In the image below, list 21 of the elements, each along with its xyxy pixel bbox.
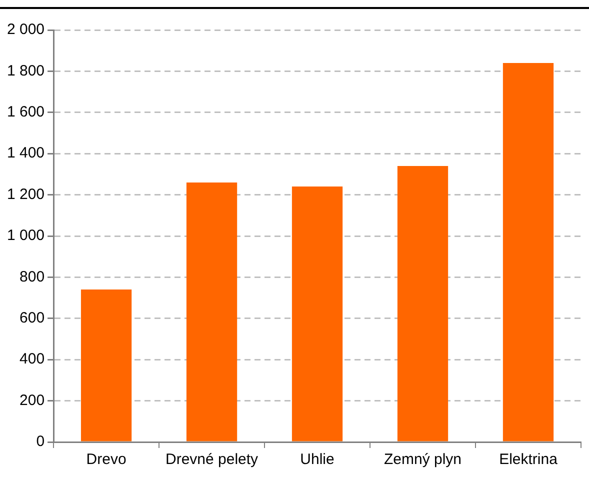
y-tick-label: 200 — [20, 392, 45, 409]
y-tick-label: 0 — [36, 433, 45, 450]
x-tick-label: Elektrina — [499, 451, 558, 468]
x-tick-label: Drevné pelety — [165, 451, 259, 468]
y-tick-label: 2 000 — [6, 21, 45, 38]
y-tick-label: 800 — [20, 268, 45, 286]
bar — [292, 186, 343, 442]
y-tick-label: 1 400 — [6, 144, 45, 162]
y-tick-label: 1 800 — [6, 62, 45, 80]
y-tick-label: 1 000 — [6, 227, 45, 244]
y-tick-label: 600 — [20, 310, 45, 327]
x-tick-label: Uhlie — [300, 451, 334, 468]
bar — [80, 290, 132, 442]
x-tick-label: Zemný plyn — [384, 451, 462, 468]
y-tick-label: 1 600 — [6, 104, 45, 121]
x-tick-label: Drevo — [86, 451, 126, 468]
y-tick-label: 1 200 — [6, 186, 45, 203]
bar — [186, 182, 238, 442]
bar — [502, 62, 554, 442]
bar — [397, 166, 448, 442]
y-tick-label: 400 — [20, 350, 45, 368]
